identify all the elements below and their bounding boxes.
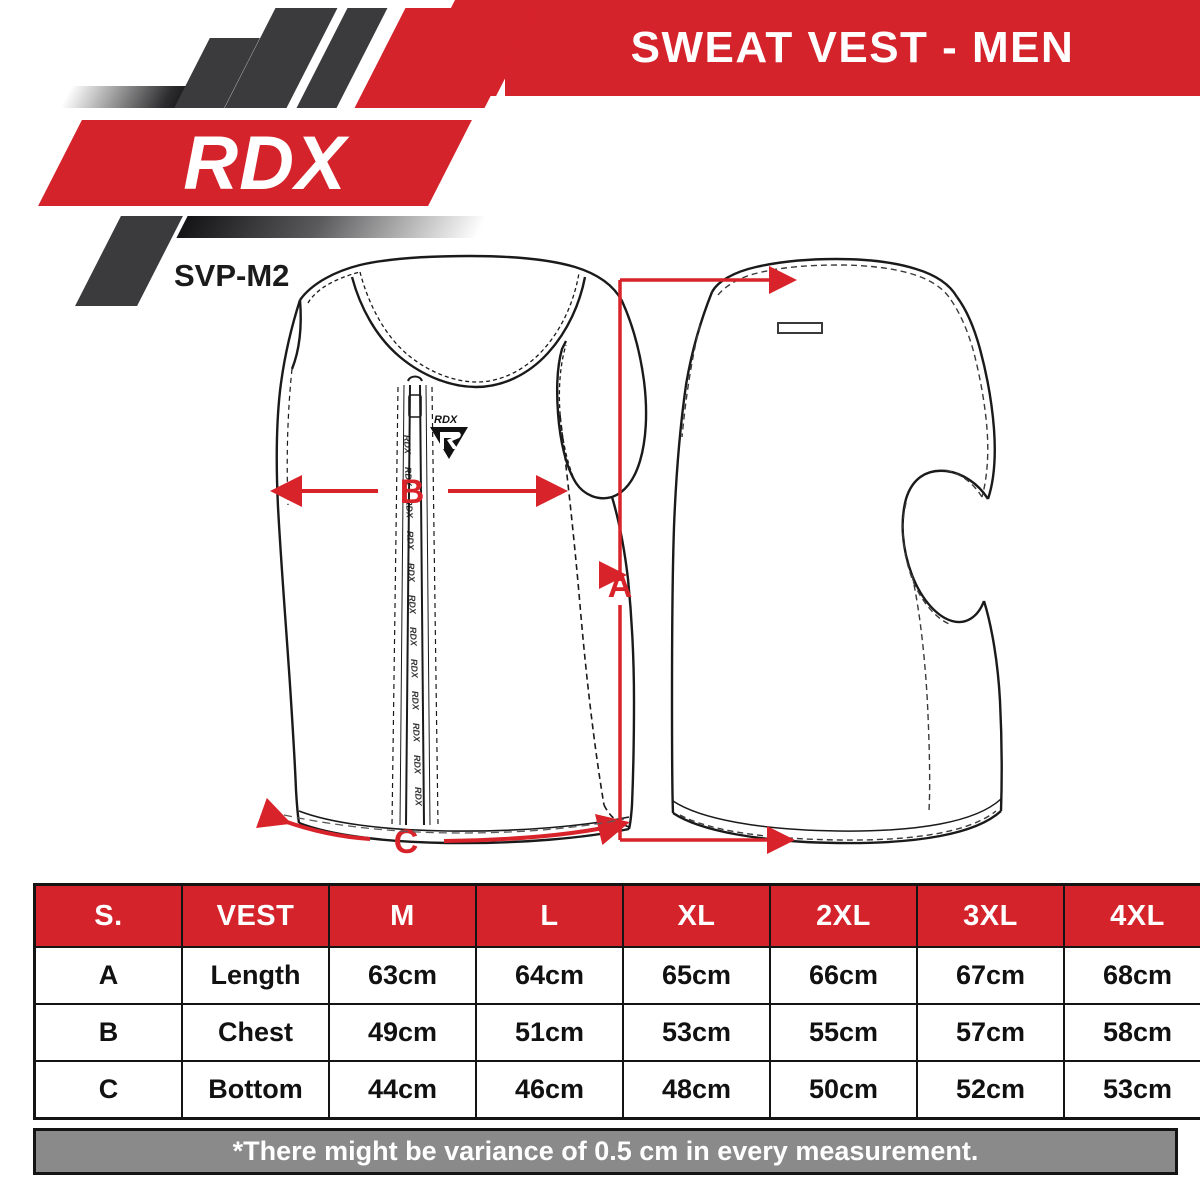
cell-3xl: 57cm [916, 1003, 1065, 1062]
cell-l: 64cm [475, 946, 624, 1005]
model-code: SVP-M2 [174, 258, 290, 293]
cell-3xl: 52cm [916, 1060, 1065, 1120]
table-header-row: S. VEST M L XL 2XL 3XL 4XL [33, 883, 1200, 948]
table-header-vest: VEST [181, 883, 330, 948]
table-header-3xl: 3XL [916, 883, 1065, 948]
table-row: C Bottom 44cm 46cm 48cm 50cm 52cm 53cm [33, 1060, 1200, 1120]
logo-stripe-gradient-bottom [176, 216, 488, 238]
table-header-2xl: 2XL [769, 883, 918, 948]
variance-note: *There might be variance of 0.5 cm in ev… [33, 1128, 1178, 1175]
table-header-xl: XL [622, 883, 771, 948]
cell-xl: 48cm [622, 1060, 771, 1120]
row-marker: B [33, 1003, 183, 1062]
cell-4xl: 58cm [1063, 1003, 1200, 1062]
svg-text:RDX: RDX [403, 467, 414, 487]
svg-text:RDX: RDX [404, 499, 415, 519]
svg-text:RDX: RDX [402, 435, 413, 455]
svg-text:RDX: RDX [407, 595, 418, 615]
cell-m: 49cm [328, 1003, 477, 1062]
cell-xl: 53cm [622, 1003, 771, 1062]
table-header-4xl: 4XL [1063, 883, 1200, 948]
cell-l: 51cm [475, 1003, 624, 1062]
cell-l: 46cm [475, 1060, 624, 1120]
cell-2xl: 50cm [769, 1060, 918, 1120]
row-marker: A [33, 946, 183, 1005]
table-header-s: S. [33, 883, 183, 948]
hem-reference-line [283, 814, 625, 834]
front-zipper [391, 375, 439, 826]
svg-text:RDX: RDX [408, 627, 419, 647]
page-title: SWEAT VEST - MEN [630, 23, 1075, 72]
cell-m: 44cm [328, 1060, 477, 1120]
cell-2xl: 66cm [769, 946, 918, 1005]
row-label: Chest [181, 1003, 330, 1062]
svg-text:RDX: RDX [411, 723, 422, 743]
cell-3xl: 67cm [916, 946, 1065, 1005]
front-vest-drawing [275, 254, 648, 845]
rdx-triangle-logo-icon: RDX [430, 414, 468, 459]
svg-text:RDX: RDX [406, 563, 417, 583]
svg-text:RDX: RDX [412, 755, 423, 775]
cell-4xl: 68cm [1063, 946, 1200, 1005]
page-header: SWEAT VEST - MEN [0, 0, 1200, 96]
vest-illustration: RDX RDX RDX RDX RDX RDX RDX RDX RDX RDX … [0, 245, 1200, 875]
cell-xl: 65cm [622, 946, 771, 1005]
table-row: B Chest 49cm 51cm 53cm 55cm 57cm 58cm [33, 1003, 1200, 1062]
row-label: Length [181, 946, 330, 1005]
measure-a [599, 266, 797, 854]
back-vest-drawing [670, 257, 1003, 845]
svg-text:RDX: RDX [405, 531, 416, 551]
table-row: A Length 63cm 64cm 65cm 66cm 67cm 68cm [33, 946, 1200, 1005]
cell-4xl: 53cm [1063, 1060, 1200, 1120]
logo-stripe-gradient-small [60, 86, 192, 108]
svg-text:RDX: RDX [413, 787, 424, 807]
cell-2xl: 55cm [769, 1003, 918, 1062]
row-marker: C [33, 1060, 183, 1120]
measure-b-label: B [400, 473, 425, 511]
back-vest-stitching [679, 264, 997, 841]
svg-text:RDX: RDX [410, 691, 421, 711]
table-header-m: M [328, 883, 477, 948]
cell-m: 63cm [328, 946, 477, 1005]
neck-label-tag [777, 322, 823, 334]
logo-stripe-red [354, 8, 536, 108]
svg-text:RDX: RDX [434, 414, 458, 426]
logo-wordmark: RDX [183, 121, 347, 206]
measure-c [256, 797, 630, 846]
svg-text:RDX: RDX [409, 659, 420, 679]
size-chart-table: S. VEST M L XL 2XL 3XL 4XL A Length 63cm… [33, 883, 1200, 1120]
header-band [505, 0, 1200, 96]
measure-c-label: C [394, 823, 419, 861]
row-label: Bottom [181, 1060, 330, 1120]
measure-a-label: A [608, 567, 633, 605]
zipper-tape-text: RDX RDX RDX RDX RDX RDX RDX RDX RDX RDX … [402, 435, 424, 807]
table-header-l: L [475, 883, 624, 948]
rdx-logo: RDX SVP-M2 [38, 8, 536, 308]
